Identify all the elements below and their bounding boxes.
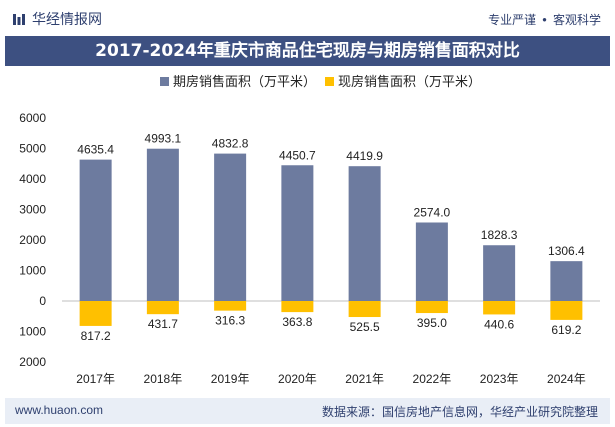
top-bar: 华经情报网 专业严谨 ● 客观科学 [0,0,615,36]
data-label-spot: 619.2 [551,323,581,337]
legend-label-futures: 期房销售面积（万平米） [173,74,316,89]
bar-futures [79,159,112,301]
bar-futures [483,245,516,301]
data-label-futures: 4635.4 [77,143,114,157]
y-tick-label: 5000 [19,142,46,156]
x-tick-label: 2024年 [547,372,586,386]
data-label-futures: 1306.4 [548,244,585,258]
legend-swatch-spot [325,77,334,86]
legend-swatch-futures [160,77,169,86]
bar-spot [146,301,179,315]
brand[interactable]: 华经情报网 [12,9,102,29]
brand-name: 华经情报网 [32,11,102,27]
data-label-spot: 440.6 [484,317,514,331]
brand-logo-icon [13,14,25,25]
y-tick-label: 0 [39,294,46,308]
chart-title: 2017-2024年重庆市商品住宅现房与期房销售面积对比 [5,36,610,66]
x-tick-label: 2020年 [278,372,317,386]
data-label-spot: 817.2 [81,329,111,343]
data-label-spot: 316.3 [215,314,245,328]
bar-spot [550,301,583,320]
bar-futures [146,148,179,301]
tagline-right: 客观科学 [552,13,601,27]
data-label-spot: 363.8 [282,315,312,329]
footer-source: 数据来源：国信房地产信息网，华经产业研究院整理 [321,405,598,419]
data-label-spot: 395.0 [417,316,447,330]
data-label-spot: 431.7 [148,317,178,331]
bar-futures [348,166,381,301]
y-tick-label: 3000 [19,203,46,217]
data-label-futures: 4419.9 [346,149,383,163]
x-tick-label: 2017年 [76,372,115,386]
y-tick-label: 1000 [19,325,46,339]
bar-spot [281,301,314,313]
bar-spot [415,301,448,314]
tagline: 专业严谨 ● 客观科学 [488,11,601,28]
tagline-left: 专业严谨 [488,13,537,27]
data-label-futures: 4450.7 [279,148,316,162]
x-tick-label: 2018年 [144,372,183,386]
y-tick-label: 1000 [19,264,46,278]
legend-label-spot: 现房销售面积（万平米） [338,74,481,89]
data-label-futures: 2574.0 [414,205,451,219]
bar-futures [415,222,448,301]
y-tick-label: 2000 [19,355,46,369]
x-tick-label: 2019年 [211,372,250,386]
y-tick-label: 6000 [19,111,46,125]
data-label-futures: 1828.3 [481,228,518,242]
y-tick-label: 2000 [19,233,46,247]
x-tick-label: 2023年 [480,372,519,386]
bar-futures [550,261,583,301]
dot-separator-icon: ● [542,15,547,24]
footer: www.huaon.com 数据来源：国信房地产信息网，华经产业研究院整理 [5,398,610,424]
chart: 期房销售面积（万平米） 现房销售面积（万平米） 6000 5000 4000 3000 20… [19,74,600,386]
bar-spot [348,301,381,318]
bar-spot [483,301,516,315]
x-tick-label: 2022年 [413,372,452,386]
x-tick-label: 2021年 [345,372,384,386]
data-label-futures: 4993.1 [145,132,182,146]
bar-futures [281,165,314,301]
bar-futures [214,153,247,301]
footer-site-link[interactable]: www.huaon.com [15,403,104,417]
bar-spot [214,301,247,311]
data-label-futures: 4832.8 [212,137,249,151]
y-tick-label: 4000 [19,172,46,186]
bar-spot [79,301,112,326]
data-label-spot: 525.5 [350,320,380,334]
